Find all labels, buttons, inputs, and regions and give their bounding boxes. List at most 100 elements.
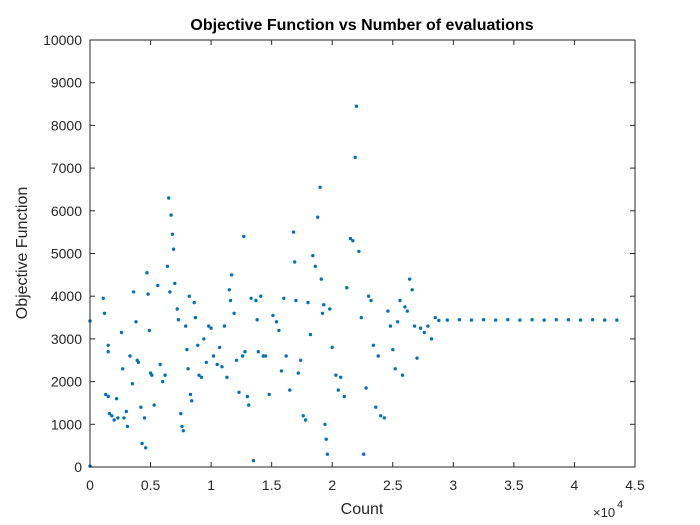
- data-point: [225, 375, 229, 379]
- x-tick-label: 0.5: [141, 477, 161, 493]
- data-point: [279, 369, 284, 373]
- y-tick-label: 0: [74, 459, 82, 475]
- data-point: [408, 277, 412, 281]
- data-point: [395, 320, 400, 324]
- data-point: [324, 437, 328, 441]
- data-point: [145, 271, 149, 275]
- x-tick-label: 1: [207, 477, 215, 493]
- data-point: [156, 283, 160, 288]
- data-point: [102, 311, 107, 315]
- x-axis: 0 0.5 1 1.5 2 2.5 3 3.5 4 4.5: [86, 40, 645, 493]
- data-point: [345, 286, 349, 290]
- data-point: [169, 213, 173, 217]
- data-point: [116, 416, 120, 420]
- data-point: [185, 347, 189, 352]
- data-point: [376, 354, 380, 358]
- data-point: [530, 318, 534, 322]
- x-tick-label: 1.5: [262, 477, 282, 493]
- data-point: [150, 373, 154, 377]
- data-point: [119, 330, 124, 335]
- data-point: [330, 345, 334, 350]
- data-point: [322, 303, 326, 307]
- data-point: [318, 185, 322, 189]
- data-point: [245, 394, 250, 399]
- data-point: [251, 458, 256, 463]
- data-point: [481, 318, 486, 322]
- y-tick-label: 2000: [51, 374, 82, 390]
- data-point: [142, 416, 147, 420]
- data-point: [284, 354, 288, 358]
- data-point: [255, 318, 259, 322]
- data-point: [114, 397, 119, 401]
- data-point: [249, 296, 253, 300]
- x-tick-label: 2.5: [383, 477, 403, 493]
- data-point: [303, 418, 308, 422]
- data-point: [296, 371, 300, 375]
- data-point: [222, 324, 227, 328]
- data-point: [173, 281, 177, 286]
- data-point: [171, 247, 176, 251]
- y-tick-label: 8000: [51, 117, 82, 133]
- data-point: [359, 315, 363, 320]
- data-point: [374, 405, 378, 409]
- y-tick-label: 5000: [51, 246, 82, 262]
- data-point: [422, 330, 426, 335]
- data-point: [348, 236, 353, 241]
- data-point: [207, 324, 211, 328]
- data-point: [196, 343, 200, 347]
- data-point: [220, 365, 224, 369]
- data-point: [175, 307, 179, 311]
- data-point: [104, 392, 108, 397]
- data-point: [566, 318, 571, 322]
- data-point: [122, 416, 126, 420]
- data-point: [101, 296, 106, 300]
- data-point: [263, 354, 268, 358]
- data-point: [412, 324, 417, 328]
- x-tick-label: 3.5: [504, 477, 524, 493]
- data-point: [319, 277, 323, 281]
- data-point: [316, 215, 320, 219]
- data-point: [311, 253, 315, 258]
- y-tick-label: 6000: [51, 203, 82, 219]
- x-exponent-label: ×10: [593, 505, 615, 520]
- data-point: [301, 414, 305, 418]
- data-point: [405, 309, 409, 313]
- x-axis-label: Count: [341, 501, 384, 518]
- data-point: [391, 347, 395, 352]
- data-point: [199, 375, 204, 379]
- data-point: [167, 196, 171, 200]
- data-point: [554, 318, 558, 322]
- data-markers: [88, 104, 619, 468]
- data-point: [211, 354, 216, 358]
- data-point: [204, 360, 208, 365]
- data-point: [106, 343, 110, 347]
- data-point: [293, 260, 297, 264]
- y-tick-label: 10000: [43, 32, 82, 48]
- data-point: [240, 354, 245, 358]
- data-point: [398, 298, 402, 303]
- data-point: [187, 294, 191, 298]
- y-tick-label: 4000: [51, 288, 82, 304]
- data-point: [578, 318, 583, 322]
- data-point: [170, 232, 175, 236]
- data-point: [369, 298, 373, 303]
- data-point: [353, 155, 357, 160]
- data-point: [603, 318, 607, 322]
- data-point: [110, 414, 114, 418]
- data-point: [259, 294, 263, 298]
- data-point: [232, 311, 236, 315]
- data-point: [161, 379, 165, 384]
- data-point: [197, 373, 201, 377]
- plot-area: [90, 40, 635, 467]
- data-point: [271, 313, 275, 318]
- data-point: [418, 326, 423, 330]
- x-tick-label: 4: [571, 477, 579, 493]
- data-point: [165, 264, 170, 268]
- y-tick-label: 1000: [51, 416, 82, 432]
- data-point: [202, 337, 206, 341]
- data-point: [139, 405, 143, 409]
- data-point: [188, 392, 193, 397]
- data-point: [339, 375, 343, 379]
- data-point: [282, 296, 286, 300]
- x-tick-label: 0: [86, 477, 94, 493]
